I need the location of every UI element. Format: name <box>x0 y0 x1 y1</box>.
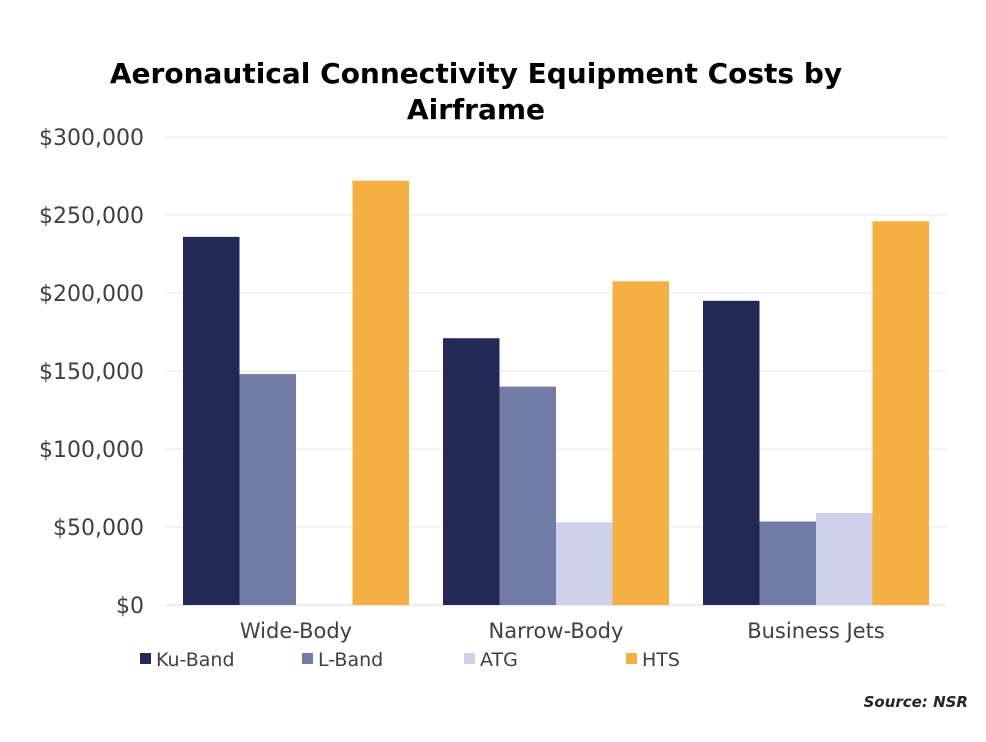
chart-title-line-2: Airframe <box>407 93 545 126</box>
legend-label: Ku-Band <box>156 649 235 671</box>
x-tick-label: Narrow-Body <box>489 619 624 643</box>
bar-l-band-narrow-body <box>499 386 556 605</box>
legend-swatch <box>140 653 151 664</box>
y-tick-label: $250,000 <box>39 204 144 229</box>
bar-hts-wide-body <box>352 180 409 605</box>
x-axis-tick-labels: Wide-Body Narrow-Body Business Jets <box>240 619 885 643</box>
legend-swatch <box>302 653 313 664</box>
y-tick-label: $50,000 <box>53 516 144 541</box>
bar-ku-band-business-jets <box>703 300 760 605</box>
legend-swatch <box>464 653 475 664</box>
bar-l-band-wide-body <box>239 374 296 605</box>
x-tick-label: Business Jets <box>747 619 885 643</box>
y-tick-label: $100,000 <box>39 438 144 463</box>
y-tick-label: $150,000 <box>39 360 144 385</box>
bar-l-band-business-jets <box>759 521 816 605</box>
x-tick-label: Wide-Body <box>240 619 352 643</box>
bar-atg-narrow-body <box>556 522 613 605</box>
y-axis-tick-labels: $0 $50,000 $100,000 $150,000 $200,000 $250,00… <box>39 126 144 619</box>
legend: Ku-Band L-Band ATG HTS <box>140 649 680 671</box>
source-note: Source: NSR <box>864 693 968 711</box>
chart-title: Aeronautical Connectivity Equipment Cost… <box>110 57 842 126</box>
chart-title-line-1: Aeronautical Connectivity Equipment Cost… <box>110 57 842 90</box>
bar-ku-band-wide-body <box>183 236 240 605</box>
y-tick-label: $300,000 <box>39 126 144 151</box>
bars <box>183 180 929 606</box>
legend-label: L-Band <box>318 649 383 671</box>
legend-label: ATG <box>480 649 518 671</box>
legend-label: HTS <box>642 649 680 671</box>
y-tick-label: $200,000 <box>39 282 144 307</box>
bar-ku-band-narrow-body <box>443 338 500 605</box>
legend-swatch <box>626 653 637 664</box>
bar-hts-business-jets <box>872 221 929 606</box>
y-tick-label: $0 <box>116 594 144 619</box>
bar-atg-business-jets <box>816 512 873 605</box>
bar-hts-narrow-body <box>612 281 669 605</box>
